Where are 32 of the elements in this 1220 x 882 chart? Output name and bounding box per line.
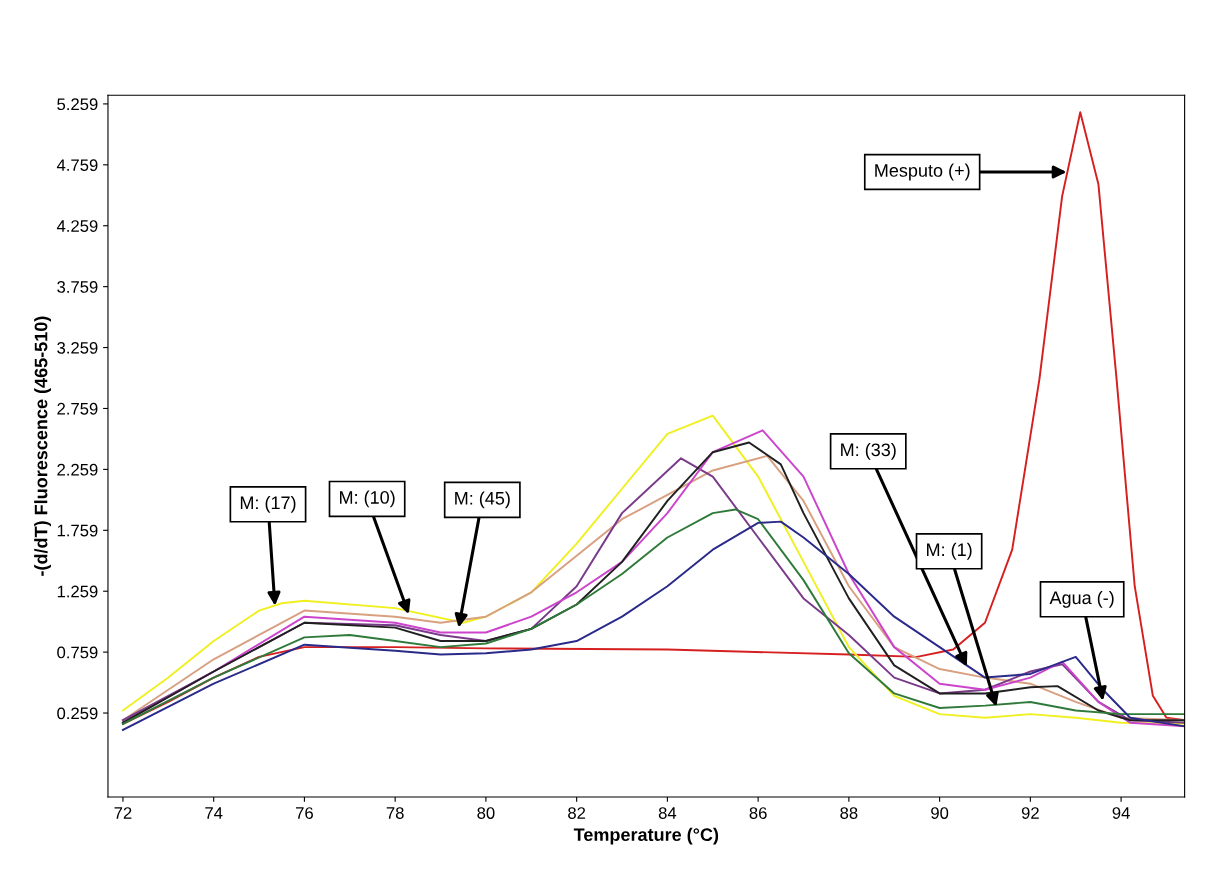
x-tick-label: 90 xyxy=(931,807,949,819)
x-tick-label: 86 xyxy=(749,807,767,819)
x-tick-label: 82 xyxy=(568,807,586,819)
x-tick-label: 76 xyxy=(296,807,313,819)
annotation: M: (1) xyxy=(927,542,972,560)
y-tick-label: 4.259 xyxy=(56,220,98,232)
y-tick-label: 2.259 xyxy=(57,463,98,476)
y-tick-label: 2.759 xyxy=(57,402,98,415)
x-tick-label: 88 xyxy=(840,807,858,819)
x-tick-label: 80 xyxy=(477,807,495,819)
annotation: M: (10) xyxy=(340,490,395,508)
y-tick-label: 1.259 xyxy=(57,585,98,598)
y-tick-label: 4.759 xyxy=(56,159,98,172)
annotation: Mesputo (+) xyxy=(875,163,970,181)
x-tick-label: 84 xyxy=(658,807,677,819)
x-tick-label: 72 xyxy=(114,807,132,819)
annotation: M: (45) xyxy=(455,491,510,509)
y-tick-label: 0.759 xyxy=(57,646,98,659)
y-tick-label: 0.259 xyxy=(57,707,98,720)
x-tick-label: 78 xyxy=(386,807,404,819)
annotation: M: (33) xyxy=(841,442,896,460)
y-axis-title: -(d/dT) Fluorescence (465-510) xyxy=(34,316,51,576)
x-tick-label: 94 xyxy=(1112,807,1130,819)
y-tick-label: 3.259 xyxy=(57,341,98,354)
y-tick-label: 3.759 xyxy=(57,281,98,293)
x-tick-label: 92 xyxy=(1021,807,1039,819)
x-axis-title: Temperature (°C) xyxy=(573,827,719,845)
annotation: M: (17) xyxy=(240,495,296,513)
annotation: Agua (-) xyxy=(1049,590,1114,608)
x-tick-label: 74 xyxy=(205,807,223,819)
y-tick-label: 1.759 xyxy=(57,524,98,537)
y-tick-label: 5.259 xyxy=(57,98,98,111)
